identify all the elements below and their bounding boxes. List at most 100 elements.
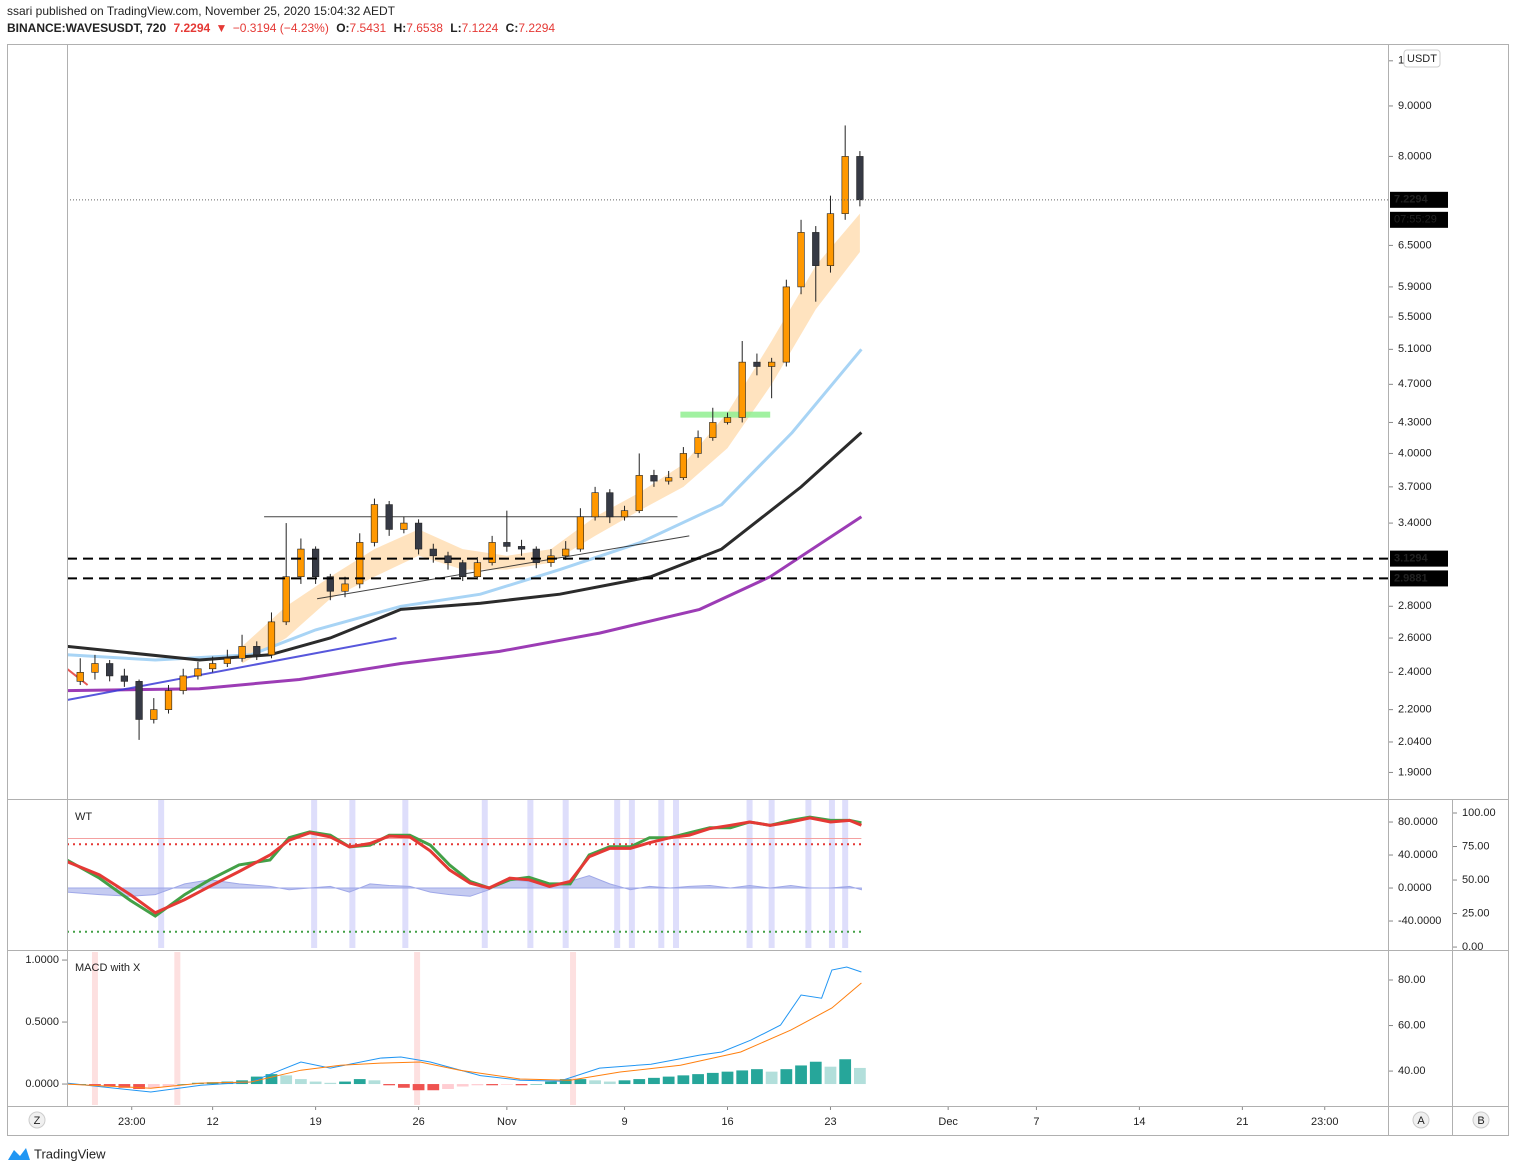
ohlc-label: H: [394, 21, 407, 35]
x-tick-label: 14 [1133, 1116, 1145, 1128]
ema-band [242, 213, 860, 664]
histogram-bar [339, 1081, 351, 1085]
candle-body [650, 475, 658, 482]
signal-highlight [174, 952, 181, 1105]
candle-body [179, 675, 187, 691]
unit-badge[interactable] [1403, 49, 1441, 68]
last-price-badge [1390, 191, 1448, 208]
candle-body [679, 453, 687, 478]
histogram-bar [780, 1069, 793, 1085]
candle-body [414, 522, 423, 550]
y-tick-label: 3.7000 [1398, 481, 1432, 493]
y-tick-label: 4.3000 [1398, 416, 1432, 428]
histogram-bar [706, 1072, 719, 1085]
histogram-bar [559, 1079, 572, 1085]
y2-tick-label: 25.00 [1462, 907, 1490, 919]
signal-highlight [768, 800, 775, 948]
candle-body [723, 417, 732, 423]
histogram-bar [648, 1077, 660, 1085]
candle-body [620, 510, 629, 518]
candle-body [76, 672, 84, 682]
panel [67, 125, 864, 740]
histogram-bar [854, 1067, 866, 1085]
histogram-bar [471, 1084, 484, 1086]
candle-body [856, 156, 864, 201]
histogram-bar [280, 1075, 293, 1085]
candle-body [753, 361, 761, 367]
wt-line [67, 816, 862, 915]
unit-label: USDT [1407, 53, 1437, 65]
y-tick-label: 3.4000 [1398, 517, 1432, 529]
signal-highlight [842, 800, 849, 948]
candle-body [370, 504, 379, 543]
y2-tick-label: 100.00 [1462, 807, 1496, 819]
candle-body [532, 548, 540, 563]
histogram-bar [515, 1084, 528, 1086]
histogram-bar [795, 1065, 807, 1085]
wt-area [67, 875, 862, 897]
candle-body [782, 286, 790, 363]
panel-title: WT [75, 811, 92, 823]
histogram-bar [295, 1079, 307, 1085]
candle-body [326, 576, 334, 592]
histogram-bar [574, 1079, 587, 1085]
signal-highlight [481, 800, 488, 948]
b-label: B [1477, 1115, 1484, 1127]
histogram-bar [677, 1075, 690, 1085]
symbol-line: BINANCE:WAVESUSDT, 720 7.2294 ▼ −0.3194 … [7, 21, 555, 35]
candle-body [429, 548, 437, 557]
x-tick-label: 21 [1236, 1116, 1248, 1128]
candle-body [797, 232, 805, 288]
candle-body [385, 504, 393, 530]
candle-body [503, 542, 511, 547]
arrow: ▼ [216, 21, 228, 35]
signal-highlight [828, 800, 835, 948]
x-tick-label: 12 [207, 1116, 219, 1128]
b-button[interactable] [1472, 1111, 1490, 1129]
candle-body [709, 422, 717, 438]
candle-body [356, 542, 364, 585]
candle-body [459, 562, 467, 578]
histogram-bar [486, 1084, 499, 1086]
signal-highlight [746, 800, 753, 948]
y2-tick-label: 0.00 [1462, 941, 1483, 953]
histogram-bar [809, 1061, 822, 1085]
publisher-line: ssari published on TradingView.com, Nove… [7, 4, 396, 18]
candle-body [297, 548, 305, 578]
histogram-bar [736, 1070, 749, 1085]
brand-logo [8, 1148, 30, 1160]
candle-body [694, 437, 702, 454]
panel-title: MACD with X [75, 962, 141, 974]
signal-highlight [311, 800, 318, 948]
histogram-bar [383, 1084, 396, 1086]
zoom-button[interactable] [28, 1111, 46, 1129]
candle-body [606, 492, 614, 518]
ohlc-value: 7.5431 [350, 21, 387, 35]
macd-line [67, 966, 862, 1093]
candle-body [150, 709, 158, 720]
y-tick-label: 5.5000 [1398, 311, 1432, 323]
histogram-bar [309, 1081, 322, 1085]
histogram-bar [353, 1079, 366, 1085]
y-tick-label: 2.0400 [1398, 736, 1432, 748]
level-label: 3.1294 [1394, 553, 1429, 565]
candle-body [576, 516, 585, 550]
histogram-bar [397, 1084, 410, 1088]
macd-line [67, 982, 862, 1089]
histogram-bar [162, 1084, 175, 1087]
y-tick-label: 0.0000 [25, 1078, 59, 1090]
zoom-label: Z [34, 1115, 41, 1127]
trend-line [317, 535, 690, 600]
signal-highlight [673, 800, 680, 948]
histogram-bar [118, 1084, 131, 1088]
histogram-bar [603, 1081, 616, 1085]
ohlc-value: 7.1224 [462, 21, 499, 35]
y-tick-label: 8.0000 [1398, 150, 1432, 162]
y-tick-label: 0.0000 [1398, 882, 1432, 894]
x-tick-label: 23 [824, 1116, 836, 1128]
auto-button[interactable] [1412, 1111, 1430, 1129]
candle-body [194, 668, 202, 677]
y-tick-label: 2.8000 [1398, 600, 1432, 612]
